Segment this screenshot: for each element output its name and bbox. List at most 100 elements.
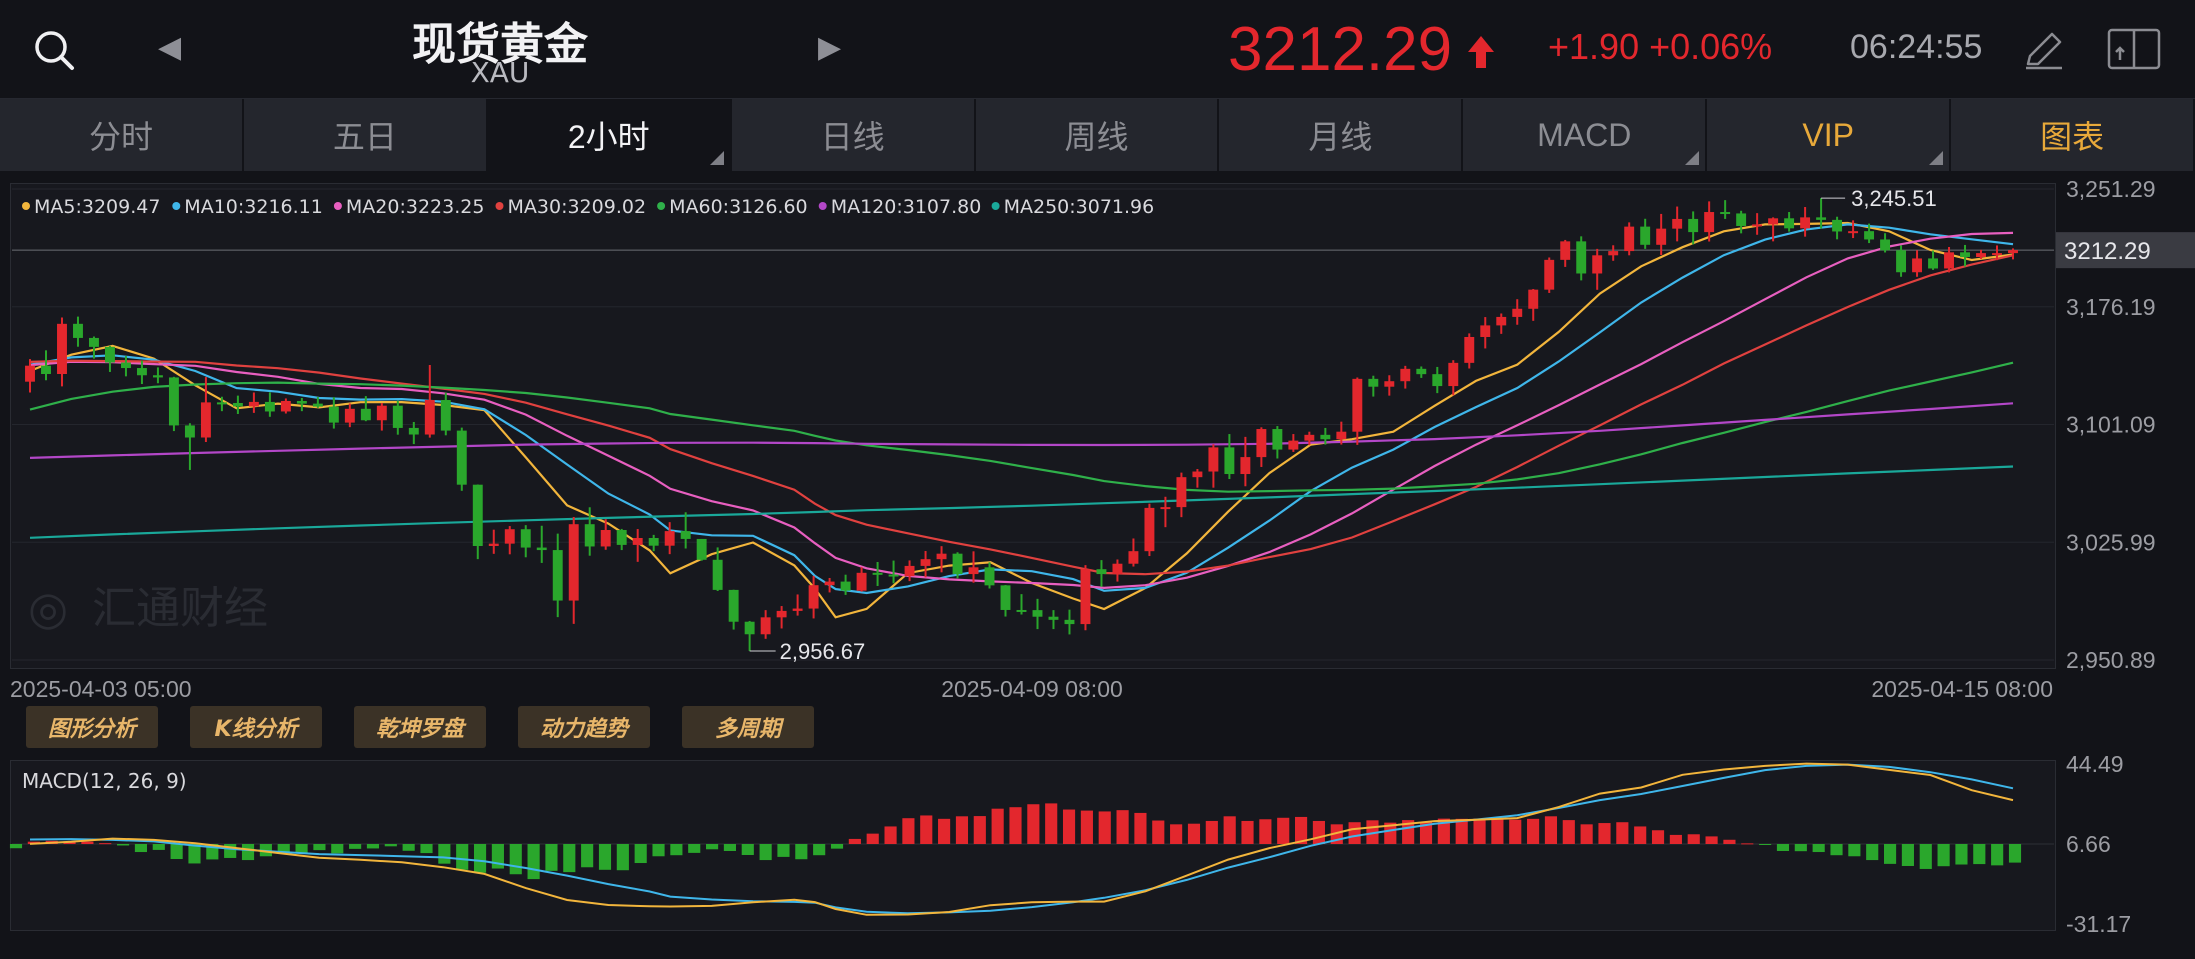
candle-body bbox=[1608, 251, 1619, 256]
candle-body bbox=[1624, 226, 1635, 252]
candle-body bbox=[1752, 224, 1763, 227]
candle-body bbox=[1992, 253, 2002, 256]
candle-body bbox=[1800, 217, 1811, 229]
macd-bar bbox=[884, 826, 897, 844]
macd-bar bbox=[331, 844, 344, 854]
header-bar: ◀ 现货黄金 XAU ▶ 3212.29 +1.90 +0.06% 06:24:… bbox=[0, 0, 2195, 98]
y-tick-label: 3,101.09 bbox=[2066, 412, 2156, 438]
candle-body bbox=[536, 547, 547, 551]
ma-line-ma30 bbox=[29, 254, 2014, 576]
search-icon[interactable] bbox=[32, 28, 76, 72]
next-asset-arrow-icon[interactable]: ▶ bbox=[818, 30, 842, 65]
candle-body bbox=[1976, 253, 1986, 258]
macd-bar bbox=[1598, 823, 1611, 844]
landscape-layout-icon[interactable] bbox=[2106, 26, 2162, 72]
legend-dot bbox=[333, 202, 342, 210]
macd-bar bbox=[1241, 820, 1254, 844]
macd-y-tick-label: 44.49 bbox=[2066, 751, 2124, 777]
tab-7[interactable]: VIP bbox=[1707, 99, 1952, 171]
candle-body bbox=[1944, 252, 1954, 269]
candle-body bbox=[456, 430, 467, 485]
macd-bar bbox=[759, 844, 772, 861]
candle-body bbox=[568, 524, 579, 601]
tool-button-1[interactable]: K线分析 bbox=[190, 706, 322, 748]
ma-line-ma60 bbox=[29, 361, 2014, 493]
macd-bar bbox=[170, 844, 183, 860]
candle-body bbox=[584, 524, 595, 547]
macd-bar bbox=[1080, 810, 1093, 844]
tab-label: 月线 bbox=[1308, 119, 1373, 155]
candle-body bbox=[105, 346, 115, 363]
macd-bar bbox=[1419, 822, 1433, 844]
macd-bar bbox=[1223, 816, 1236, 844]
macd-bar bbox=[1812, 844, 1825, 853]
candle-body bbox=[792, 608, 803, 611]
legend-entry: MA120:3107.80 bbox=[831, 196, 982, 218]
macd-bar bbox=[634, 844, 647, 864]
candle-body bbox=[1400, 368, 1411, 382]
macd-bar bbox=[313, 844, 326, 851]
tab-3[interactable]: 日线 bbox=[731, 99, 976, 171]
macd-bar bbox=[1062, 809, 1076, 844]
tab-8[interactable]: 图表 bbox=[1951, 99, 2195, 171]
candle-body bbox=[1848, 231, 1859, 234]
candle-body bbox=[312, 403, 323, 407]
tab-label: 图表 bbox=[2040, 119, 2105, 155]
macd-bar bbox=[866, 833, 879, 844]
macd-bar bbox=[1634, 826, 1647, 844]
candle-body bbox=[1864, 231, 1875, 240]
candle-body bbox=[1832, 219, 1843, 232]
candle-body bbox=[1000, 585, 1011, 610]
macd-bar bbox=[1509, 819, 1522, 844]
candle-body bbox=[1208, 447, 1219, 472]
candle-body bbox=[1896, 250, 1907, 273]
macd-bar bbox=[1170, 824, 1183, 844]
candle-body bbox=[360, 408, 371, 421]
tab-4[interactable]: 周线 bbox=[975, 99, 1220, 171]
price-change: +1.90 +0.06% bbox=[1548, 26, 1773, 67]
macd-bar bbox=[99, 843, 112, 845]
tool-button-4[interactable]: 多周期 bbox=[682, 706, 814, 748]
candle-body bbox=[1048, 616, 1059, 620]
prev-asset-arrow-icon[interactable]: ◀ bbox=[158, 30, 182, 65]
candle-body bbox=[616, 530, 627, 545]
tab-dropdown-corner-icon bbox=[1685, 151, 1700, 165]
candle-body bbox=[1272, 429, 1283, 450]
macd-bar bbox=[545, 844, 558, 871]
candle-body bbox=[1128, 551, 1139, 564]
macd-bar bbox=[1562, 820, 1575, 844]
analysis-tools: 图形分析 K线分析 乾坤罗盘 动力趋势 多周期 bbox=[26, 706, 814, 748]
candle-body bbox=[424, 400, 435, 435]
candle-body bbox=[344, 408, 355, 423]
legend-dot bbox=[818, 202, 827, 210]
macd-bar bbox=[1830, 844, 1843, 856]
candle-body bbox=[408, 427, 419, 435]
tab-6[interactable]: MACD bbox=[1463, 99, 1708, 171]
tab-dropdown-corner-icon bbox=[1929, 151, 1944, 165]
macd-bar bbox=[1580, 824, 1593, 844]
candle-body bbox=[1960, 252, 1970, 258]
y-tick-label: 3,025.99 bbox=[2066, 529, 2156, 555]
tab-1[interactable]: 五日 bbox=[243, 99, 488, 171]
tab-5[interactable]: 月线 bbox=[1219, 99, 1464, 171]
candle-body bbox=[504, 529, 515, 544]
candle-body bbox=[184, 425, 195, 438]
candle-body bbox=[168, 377, 179, 426]
pen-draw-icon[interactable] bbox=[2020, 28, 2066, 72]
tool-button-0[interactable]: 图形分析 bbox=[26, 706, 158, 748]
tool-button-3[interactable]: 动力趋势 bbox=[518, 706, 650, 748]
candle-body bbox=[248, 401, 259, 407]
tool-button-2[interactable]: 乾坤罗盘 bbox=[354, 706, 486, 748]
macd-bar bbox=[741, 844, 754, 855]
tab-0[interactable]: 分时 bbox=[0, 99, 244, 171]
macd-bar bbox=[1991, 844, 2004, 866]
macd-bar bbox=[1259, 819, 1272, 844]
macd-bar bbox=[277, 844, 290, 853]
quote-time: 06:24:55 bbox=[1850, 28, 1983, 66]
candle-body bbox=[25, 365, 35, 382]
candle-body bbox=[1096, 569, 1107, 575]
macd-bar bbox=[1937, 844, 1950, 867]
tab-2[interactable]: 2小时 bbox=[487, 99, 732, 171]
candle-body bbox=[968, 567, 979, 575]
